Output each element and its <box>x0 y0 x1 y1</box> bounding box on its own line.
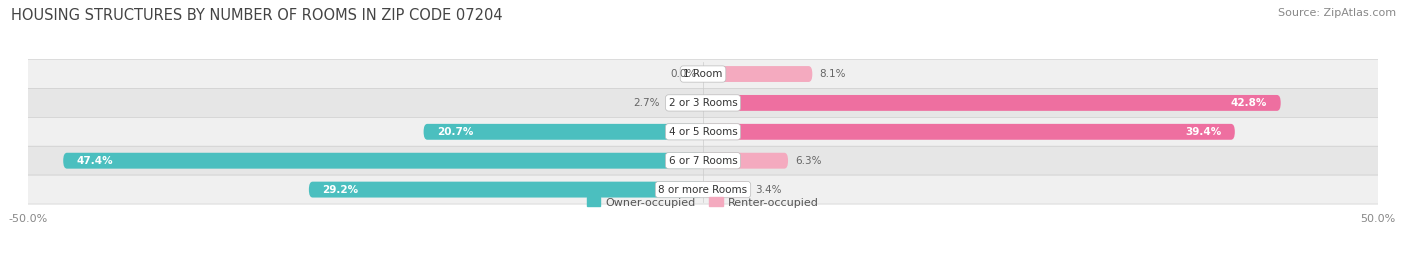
Text: 42.8%: 42.8% <box>1230 98 1267 108</box>
Text: 6.3%: 6.3% <box>794 156 821 166</box>
Text: 3.4%: 3.4% <box>755 185 782 194</box>
Text: 2 or 3 Rooms: 2 or 3 Rooms <box>669 98 737 108</box>
Legend: Owner-occupied, Renter-occupied: Owner-occupied, Renter-occupied <box>582 193 824 212</box>
FancyBboxPatch shape <box>703 182 749 197</box>
Text: Source: ZipAtlas.com: Source: ZipAtlas.com <box>1278 8 1396 18</box>
FancyBboxPatch shape <box>703 95 1281 111</box>
FancyBboxPatch shape <box>423 124 703 140</box>
Text: 0.0%: 0.0% <box>671 69 696 79</box>
Text: 39.4%: 39.4% <box>1185 127 1222 137</box>
Text: 1 Room: 1 Room <box>683 69 723 79</box>
Text: 2.7%: 2.7% <box>633 98 659 108</box>
FancyBboxPatch shape <box>309 182 703 197</box>
Text: 29.2%: 29.2% <box>322 185 359 194</box>
FancyBboxPatch shape <box>703 153 787 169</box>
Text: 47.4%: 47.4% <box>77 156 114 166</box>
FancyBboxPatch shape <box>703 66 813 82</box>
FancyBboxPatch shape <box>666 95 703 111</box>
FancyBboxPatch shape <box>1 59 1405 89</box>
FancyBboxPatch shape <box>1 117 1405 146</box>
Text: HOUSING STRUCTURES BY NUMBER OF ROOMS IN ZIP CODE 07204: HOUSING STRUCTURES BY NUMBER OF ROOMS IN… <box>11 8 503 23</box>
FancyBboxPatch shape <box>1 89 1405 117</box>
Text: 6 or 7 Rooms: 6 or 7 Rooms <box>669 156 737 166</box>
Text: 8 or more Rooms: 8 or more Rooms <box>658 185 748 194</box>
FancyBboxPatch shape <box>703 124 1234 140</box>
FancyBboxPatch shape <box>63 153 703 169</box>
Text: 20.7%: 20.7% <box>437 127 474 137</box>
FancyBboxPatch shape <box>1 175 1405 204</box>
FancyBboxPatch shape <box>1 146 1405 175</box>
Text: 8.1%: 8.1% <box>820 69 845 79</box>
Text: 4 or 5 Rooms: 4 or 5 Rooms <box>669 127 737 137</box>
